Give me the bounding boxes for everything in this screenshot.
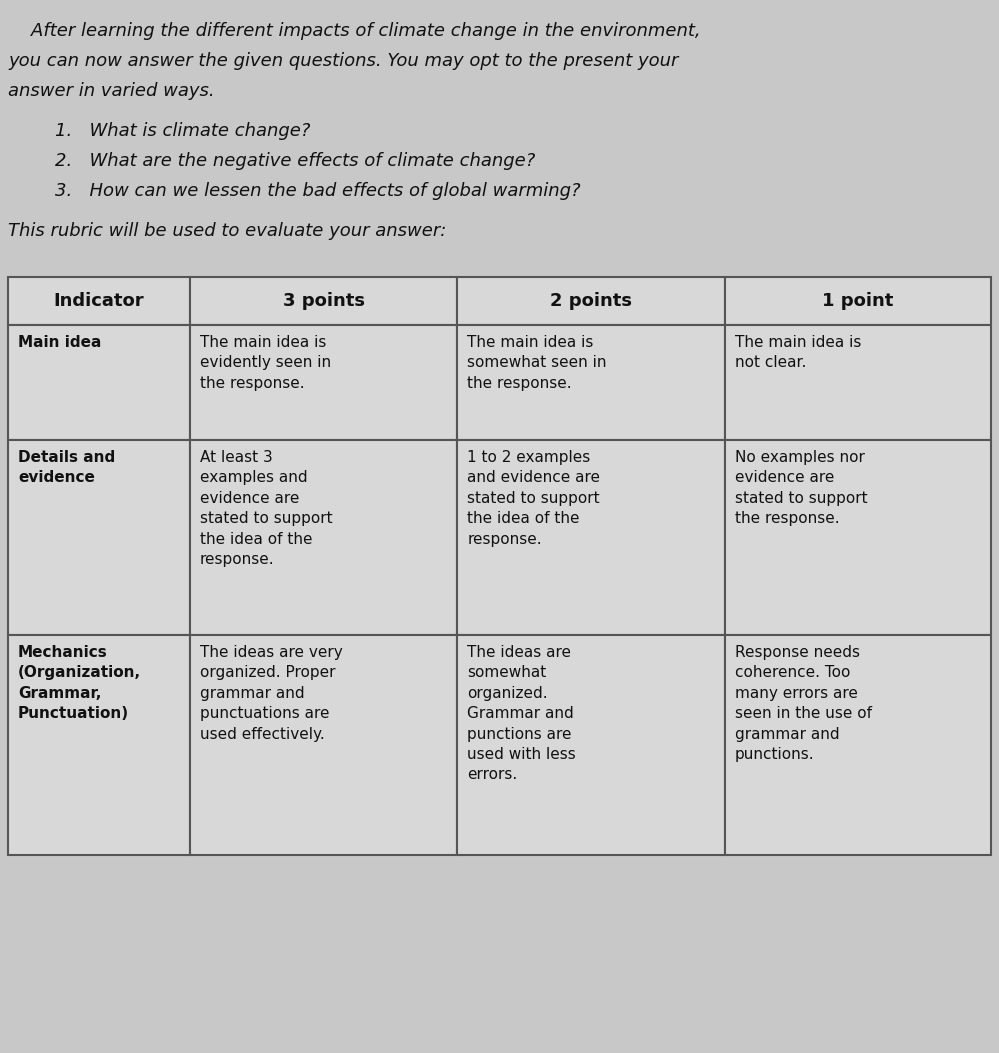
Text: Indicator: Indicator [54, 292, 144, 310]
Text: The main idea is
evidently seen in
the response.: The main idea is evidently seen in the r… [200, 335, 331, 391]
Bar [458, 325, 724, 440]
Bar [8, 635, 190, 855]
Text: 1.   What is climate change?: 1. What is climate change? [55, 122, 311, 140]
Text: 3.   How can we lessen the bad effects of global warming?: 3. How can we lessen the bad effects of … [55, 182, 580, 200]
Bar [8, 277, 190, 325]
Text: The ideas are very
organized. Proper
grammar and
punctuations are
used effective: The ideas are very organized. Proper gra… [200, 645, 343, 741]
Text: 2 points: 2 points [549, 292, 632, 310]
Text: 3 points: 3 points [283, 292, 365, 310]
Bar [190, 325, 458, 440]
Bar [724, 325, 991, 440]
Bar [190, 635, 458, 855]
Bar [724, 635, 991, 855]
Text: Response needs
coherence. Too
many errors are
seen in the use of
grammar and
pun: Response needs coherence. Too many error… [734, 645, 871, 762]
Bar [458, 440, 724, 635]
Bar [724, 440, 991, 635]
Bar [458, 635, 724, 855]
Text: 1 to 2 examples
and evidence are
stated to support
the idea of the
response.: 1 to 2 examples and evidence are stated … [468, 450, 600, 547]
Text: The ideas are
somewhat
organized.
Grammar and
punctions are
used with less
error: The ideas are somewhat organized. Gramma… [468, 645, 576, 782]
Text: At least 3
examples and
evidence are
stated to support
the idea of the
response.: At least 3 examples and evidence are sta… [200, 450, 333, 567]
Text: 1 point: 1 point [822, 292, 893, 310]
Text: Main idea: Main idea [18, 335, 101, 350]
Text: answer in varied ways.: answer in varied ways. [8, 82, 215, 100]
Bar [190, 277, 458, 325]
Text: The main idea is
somewhat seen in
the response.: The main idea is somewhat seen in the re… [468, 335, 606, 391]
Text: Mechanics
(Organization,
Grammar,
Punctuation): Mechanics (Organization, Grammar, Punctu… [18, 645, 141, 721]
Bar [8, 325, 190, 440]
Text: you can now answer the given questions. You may opt to the present your: you can now answer the given questions. … [8, 52, 678, 69]
Text: No examples nor
evidence are
stated to support
the response.: No examples nor evidence are stated to s… [734, 450, 867, 526]
Text: 2.   What are the negative effects of climate change?: 2. What are the negative effects of clim… [55, 152, 535, 170]
Bar [8, 440, 190, 635]
Bar [724, 277, 991, 325]
Bar [458, 277, 724, 325]
Bar [190, 440, 458, 635]
Text: This rubric will be used to evaluate your answer:: This rubric will be used to evaluate you… [8, 222, 447, 240]
Text: The main idea is
not clear.: The main idea is not clear. [734, 335, 861, 371]
Text: Details and
evidence: Details and evidence [18, 450, 115, 485]
Text: After learning the different impacts of climate change in the environment,: After learning the different impacts of … [8, 22, 700, 40]
